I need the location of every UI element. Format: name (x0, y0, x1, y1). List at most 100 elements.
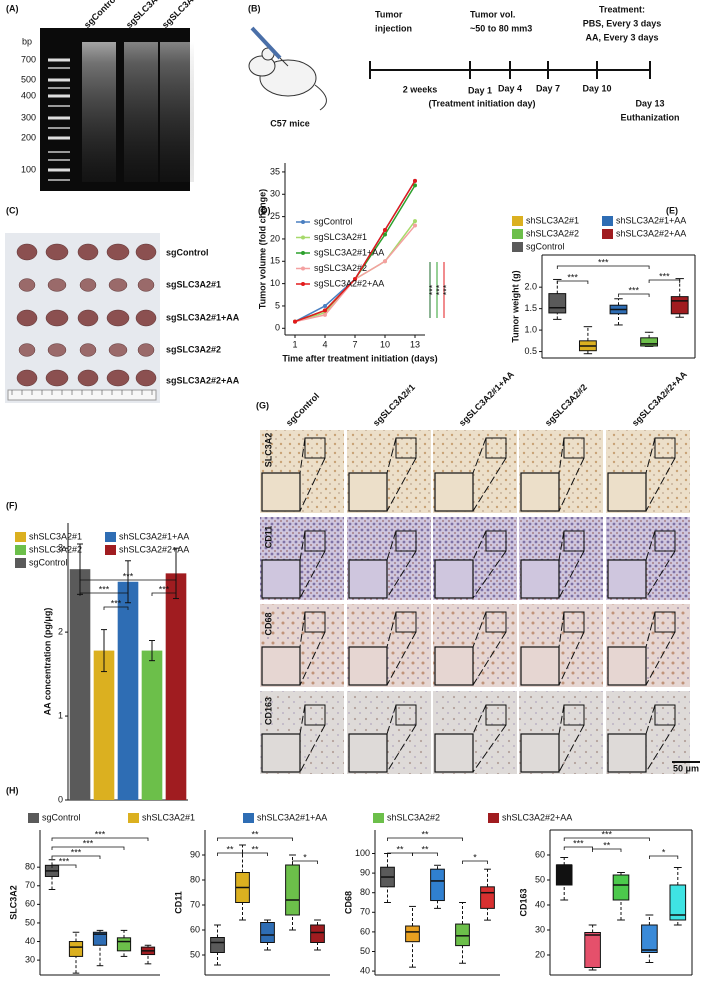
row-label: CD11 (263, 526, 273, 549)
legend-swatch (602, 216, 613, 226)
bar (141, 650, 163, 800)
inset-link (645, 550, 676, 599)
inset-zoom (261, 559, 301, 599)
event-label: AA, Every 3 days (585, 32, 658, 42)
inset-source (654, 437, 676, 459)
event-label: Treatment: (599, 4, 645, 14)
data-point (413, 183, 417, 188)
significance-label: ** (226, 844, 234, 854)
legend-label: shSLC3A2#2 (387, 812, 440, 822)
inset-zoom (607, 646, 647, 686)
ladder-band (48, 151, 70, 153)
inset-link (386, 550, 417, 599)
box (430, 868, 445, 902)
significance-label: ** (251, 844, 259, 854)
legend-label: shSLC3A2#1 (526, 215, 579, 225)
ladder-band (48, 67, 70, 69)
ladder-label: 200 (21, 132, 36, 142)
inset-zoom (434, 472, 474, 512)
tumor (45, 309, 69, 327)
data-point (413, 178, 417, 183)
event-label: Tumor vol. (470, 9, 515, 19)
legend-swatch (488, 813, 499, 823)
inset-source (485, 704, 507, 726)
y-tick-label: 60 (190, 924, 200, 934)
significance-label: ** (421, 844, 429, 854)
box (670, 296, 689, 315)
inset-source (395, 611, 417, 633)
box (555, 864, 573, 886)
legend-label: shSLC3A2#2+AA (119, 544, 189, 554)
box (669, 884, 687, 921)
inset-link (558, 611, 565, 648)
day-label: Day 4 (498, 83, 522, 93)
ladder-band (48, 159, 70, 161)
significance-label: *** (159, 584, 170, 594)
inset-link (386, 631, 417, 686)
legend-label: shSLC3A2#1+AA (119, 531, 189, 541)
inset-zoom (348, 559, 388, 599)
inset-source (395, 530, 417, 552)
data-point (383, 228, 387, 233)
mouse-label: C57 mice (270, 118, 310, 128)
row-label: CD163 (263, 697, 273, 725)
significance-bracket (79, 592, 129, 596)
inset-link (558, 704, 565, 735)
inset-source (485, 611, 507, 633)
inset-link (386, 530, 397, 561)
day-label: Day 7 (536, 83, 560, 93)
significance-label: *** (567, 272, 578, 282)
inset-link (299, 437, 306, 474)
x-tick-label: 10 (380, 339, 390, 349)
y-axis-label: SLC3A2 (8, 885, 18, 920)
inset-link (386, 611, 397, 648)
y-tick-label: 60 (360, 926, 370, 936)
ladder-label: 400 (21, 90, 36, 100)
ladder-band (48, 136, 70, 140)
inset-zoom (607, 559, 647, 599)
tumor (18, 278, 36, 292)
significance-label: *** (99, 584, 110, 594)
significance-label: *** (59, 856, 70, 866)
y-tick-label: 1.0 (524, 324, 537, 334)
significance-label: *** (71, 847, 82, 857)
inset-link (386, 704, 397, 735)
inset-zoom (520, 472, 560, 512)
legend-swatch (512, 242, 523, 252)
legend-swatch (128, 813, 139, 823)
day-label: Day 10 (582, 83, 611, 93)
significance-label: * (473, 852, 477, 862)
tumor (77, 309, 99, 327)
legend-swatch (301, 235, 305, 240)
inset-zoom (261, 646, 301, 686)
significance-label: *** (441, 284, 451, 295)
inset-link (558, 530, 565, 561)
inset-link (386, 724, 417, 773)
inset-zoom (348, 733, 388, 773)
ladder-label: 700 (21, 54, 36, 64)
inset-link (558, 457, 585, 512)
ladder-label: 500 (21, 74, 36, 84)
y-tick-label: 30 (270, 189, 280, 199)
tumor (137, 343, 155, 357)
legend-label: sgControl (42, 812, 81, 822)
significance-label: *** (427, 284, 437, 295)
tumor (18, 343, 36, 357)
data-point (293, 319, 297, 324)
y-tick-label: 90 (360, 867, 370, 877)
significance-bracket (648, 279, 681, 283)
y-axis-label: CD11 (173, 891, 183, 914)
tumor (47, 343, 67, 357)
box (480, 886, 495, 909)
significance-label: *** (573, 838, 584, 848)
significance-bracket (592, 848, 622, 852)
y-tick-label: 50 (25, 917, 35, 927)
inset-source (304, 704, 326, 726)
y-tick-label: 100 (355, 848, 370, 858)
significance-label: *** (95, 829, 106, 839)
tumor (45, 369, 69, 387)
y-tick-label: 2.0 (524, 282, 537, 292)
y-axis-label: CD68 (343, 891, 353, 914)
inset-zoom (520, 559, 560, 599)
legend-label: sgSLC3A2#2+AA (314, 278, 384, 288)
